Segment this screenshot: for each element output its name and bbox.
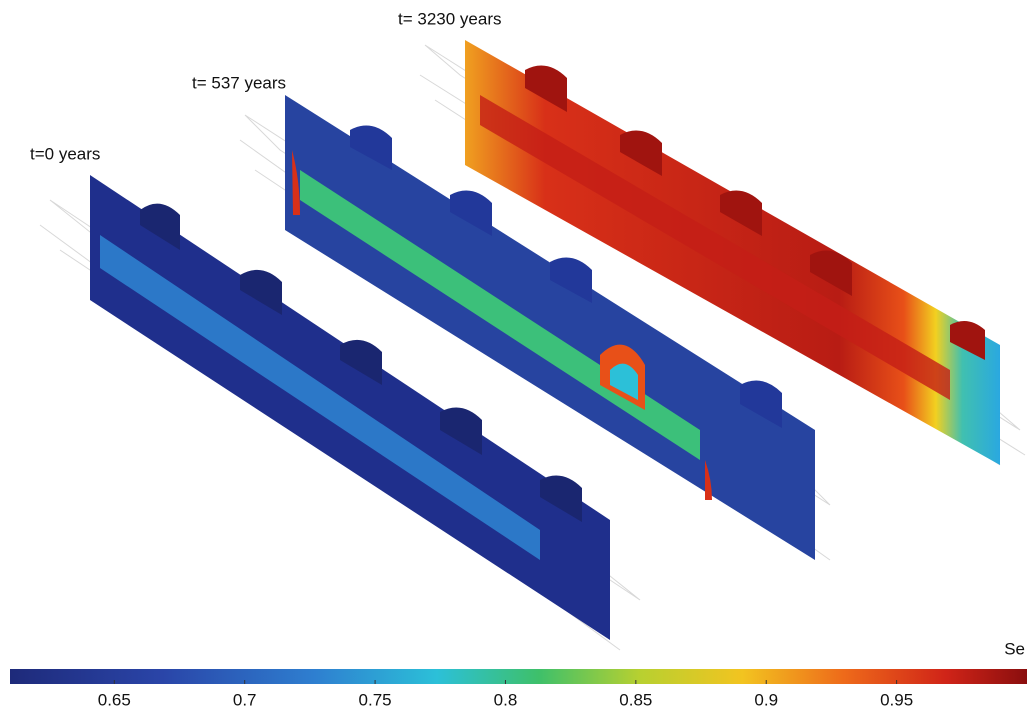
colorbar-tick-label: 0.9 — [754, 690, 778, 709]
time-label: t= 537 years — [192, 73, 286, 92]
colorbar-gradient — [10, 669, 1027, 684]
tunnel-t3230 — [465, 40, 1000, 465]
colorbar-tick-label: 0.7 — [233, 690, 257, 709]
colorbar-tick-label: 0.75 — [359, 690, 392, 709]
tunnel-t537 — [285, 95, 815, 560]
colorbar-tick-label: 0.85 — [619, 690, 652, 709]
colorbar: Se — [10, 639, 1027, 684]
colorbar-tick-label: 0.95 — [880, 690, 913, 709]
time-label: t= 3230 years — [398, 9, 502, 28]
tunnel-t0 — [90, 175, 610, 640]
time-label: t=0 years — [30, 144, 100, 163]
colorbar-title: Se — [1004, 639, 1025, 658]
colorbar-tick-label: 0.8 — [494, 690, 518, 709]
colorbar-tick-label: 0.65 — [98, 690, 131, 709]
